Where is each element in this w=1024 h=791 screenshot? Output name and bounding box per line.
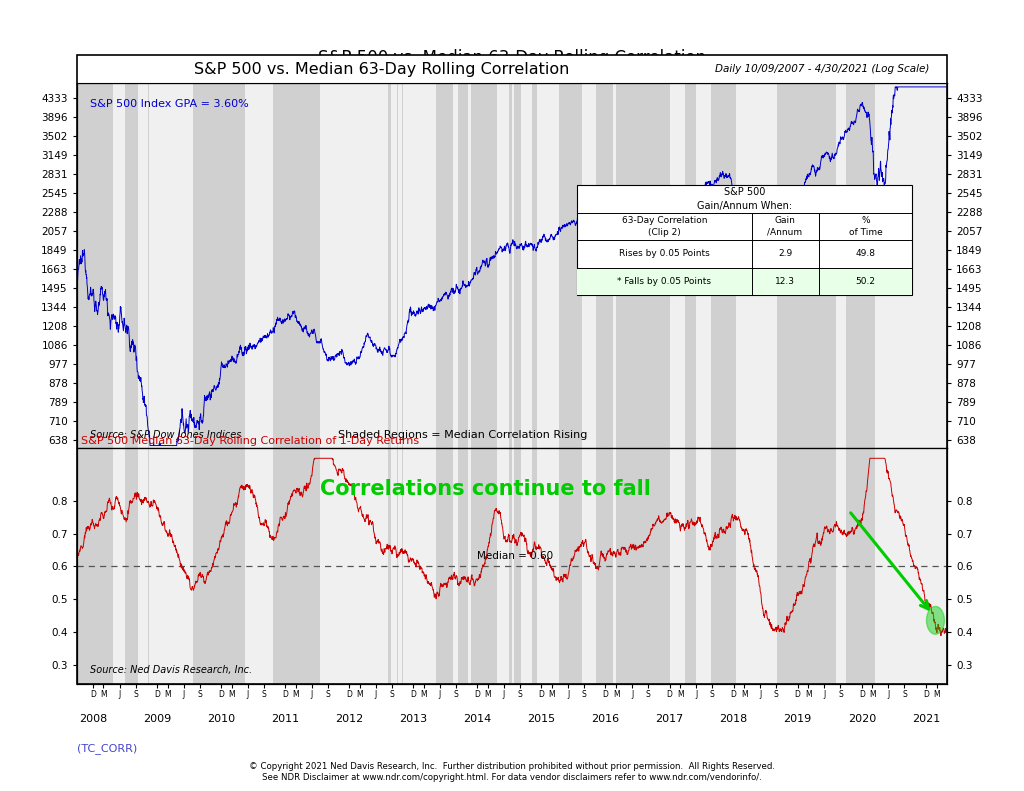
Bar [777,83,836,448]
Bar [616,448,671,684]
Text: 2013: 2013 [399,714,427,725]
Bar [596,448,613,684]
Text: S&P 500
Gain/Annum When:: S&P 500 Gain/Annum When: [697,187,793,210]
Bar [194,448,246,684]
Text: 2009: 2009 [142,714,171,725]
Bar [559,448,583,684]
Text: S&P 500 vs. Median 63-Day Rolling Correlation: S&P 500 vs. Median 63-Day Rolling Correl… [194,62,569,77]
Text: 2011: 2011 [271,714,299,725]
Bar [388,83,391,448]
Bar [401,448,402,684]
Bar [458,83,468,448]
Text: 49.8: 49.8 [855,249,876,259]
Text: Rises by 0.05 Points: Rises by 0.05 Points [620,249,710,259]
Text: © Copyright 2021 Ned Davis Research, Inc.  Further distribution prohibited witho: © Copyright 2021 Ned Davis Research, Inc… [249,762,775,782]
Text: Median = 0.60: Median = 0.60 [477,551,553,561]
Bar [532,448,537,684]
Bar [77,83,114,448]
Text: Daily 10/09/2007 - 4/30/2021 (Log Scale): Daily 10/09/2007 - 4/30/2021 (Log Scale) [724,57,938,66]
Bar [396,83,397,448]
Text: %
of Time: % of Time [849,217,883,237]
Text: 2017: 2017 [655,714,684,725]
Bar [685,83,695,448]
Bar [388,448,391,684]
Bar [532,83,537,448]
Bar [125,448,138,684]
Text: 2020: 2020 [848,714,876,725]
Bar [458,448,468,684]
Bar [616,83,671,448]
Text: Correlations continue to fall: Correlations continue to fall [321,479,651,498]
Bar [712,83,736,448]
Text: Source: S&P Dow Jones Indices: Source: S&P Dow Jones Indices [90,430,242,441]
Bar [273,83,321,448]
Text: 2015: 2015 [527,714,555,725]
Text: Shaded Regions = Median Correlation Rising: Shaded Regions = Median Correlation Risi… [338,430,588,441]
Text: 2019: 2019 [783,714,812,725]
Bar [471,83,498,448]
Bar [514,448,521,684]
Text: Source: Ned Davis Research, Inc.: Source: Ned Davis Research, Inc. [90,664,252,675]
Bar [514,83,521,448]
Bar [559,83,583,448]
Bar [578,185,912,295]
Text: 2014: 2014 [463,714,492,725]
Bar [712,448,736,684]
Bar [125,83,138,448]
Bar [685,448,695,684]
Bar [509,448,512,684]
Bar [436,448,453,684]
Bar [846,448,876,684]
Text: Gain
/Annum: Gain /Annum [767,217,803,237]
Bar [596,83,613,448]
Ellipse shape [927,607,944,634]
Text: 63-Day Correlation
(Clip 2): 63-Day Correlation (Clip 2) [622,217,708,237]
Text: S&P 500 vs. Median 63-Day Rolling Correlation: S&P 500 vs. Median 63-Day Rolling Correl… [318,48,706,66]
Text: 12.3: 12.3 [775,277,795,286]
Text: S&P 500 Median 63-Day Rolling Correlation of 1-Day Returns: S&P 500 Median 63-Day Rolling Correlatio… [81,436,419,445]
Bar [509,83,512,448]
Text: 2012: 2012 [335,714,364,725]
Bar [846,83,876,448]
Bar [77,448,114,684]
Bar [396,448,397,684]
Text: S&P 500 Index GPA = 3.60%: S&P 500 Index GPA = 3.60% [90,100,249,109]
Text: (TC_CORR): (TC_CORR) [77,744,137,755]
Text: 2.9: 2.9 [778,249,793,259]
Bar [401,83,402,448]
Text: 2008: 2008 [79,714,106,725]
Bar [194,83,246,448]
Bar [578,267,912,295]
Text: 2021: 2021 [911,714,940,725]
Bar [777,448,836,684]
Text: * Falls by 0.05 Points: * Falls by 0.05 Points [617,277,712,286]
Bar [471,448,498,684]
Text: 2016: 2016 [592,714,620,725]
Text: 2018: 2018 [720,714,748,725]
Text: Daily 10/09/2007 - 4/30/2021 (Log Scale): Daily 10/09/2007 - 4/30/2021 (Log Scale) [716,64,930,74]
Text: 2010: 2010 [207,714,236,725]
Bar [273,448,321,684]
Bar [436,83,453,448]
Text: 50.2: 50.2 [855,277,876,286]
